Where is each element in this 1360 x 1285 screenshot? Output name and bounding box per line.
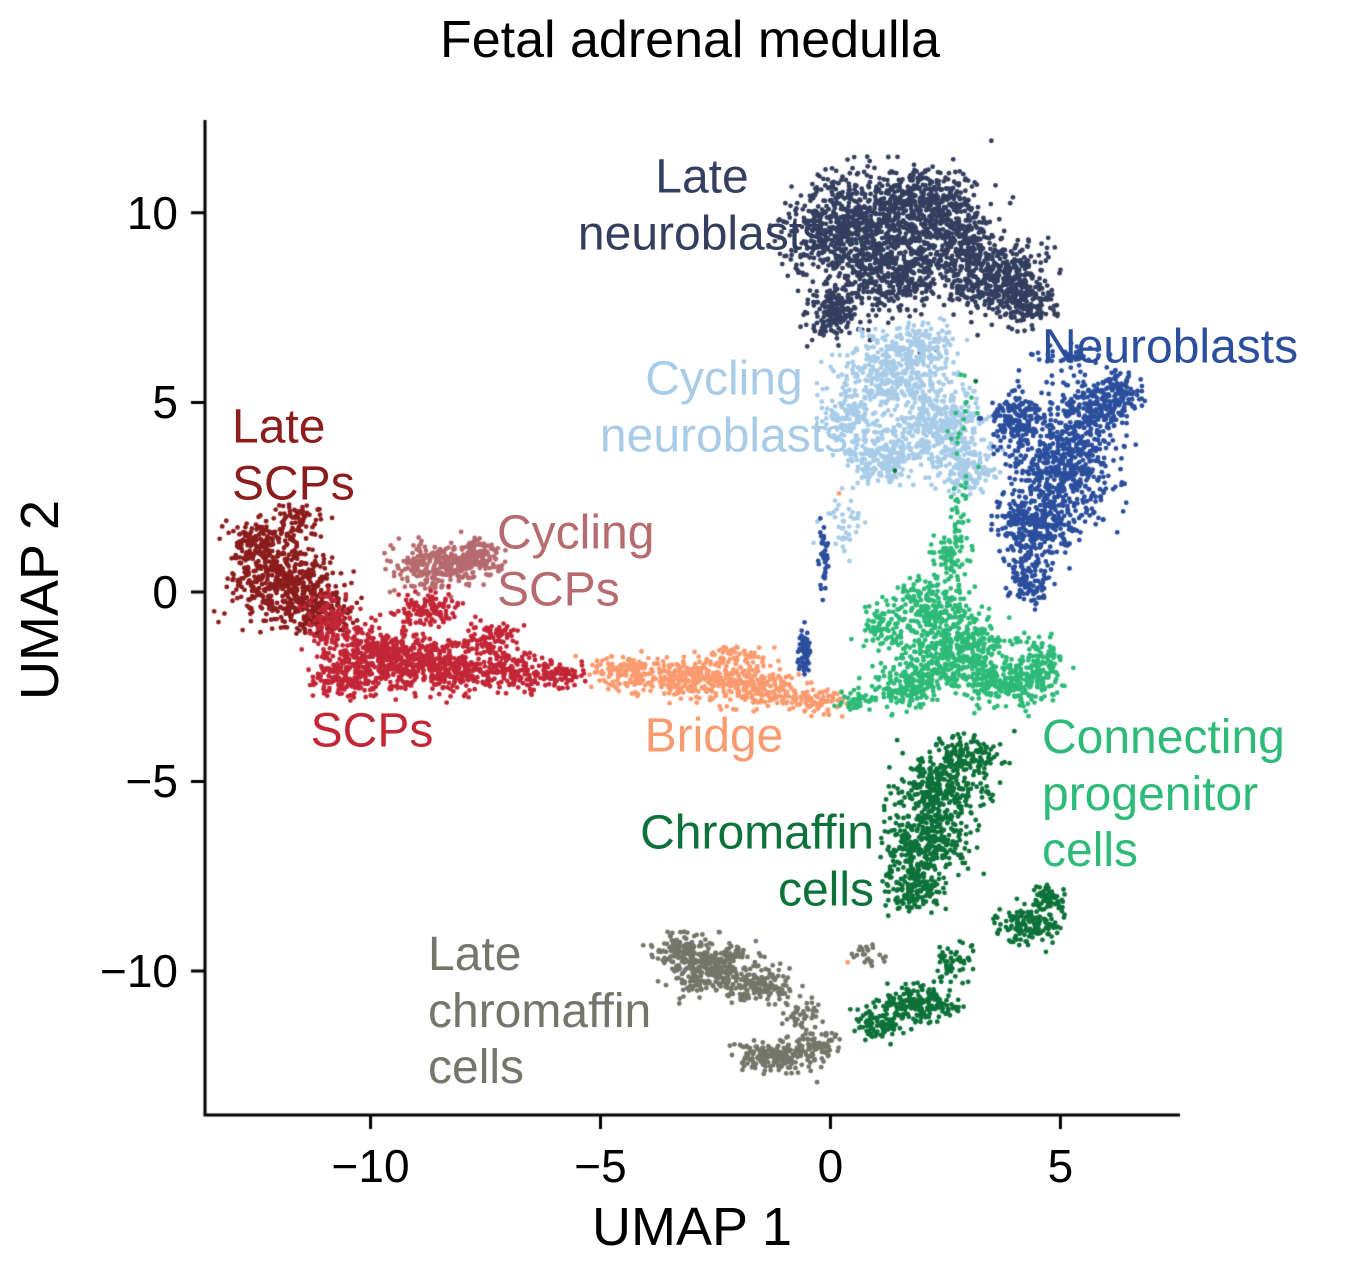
- chart-title: Fetal adrenal medulla: [439, 11, 941, 69]
- x-axis-label: UMAP 1: [591, 1197, 793, 1257]
- y-axis-label: UMAP 2: [10, 499, 70, 701]
